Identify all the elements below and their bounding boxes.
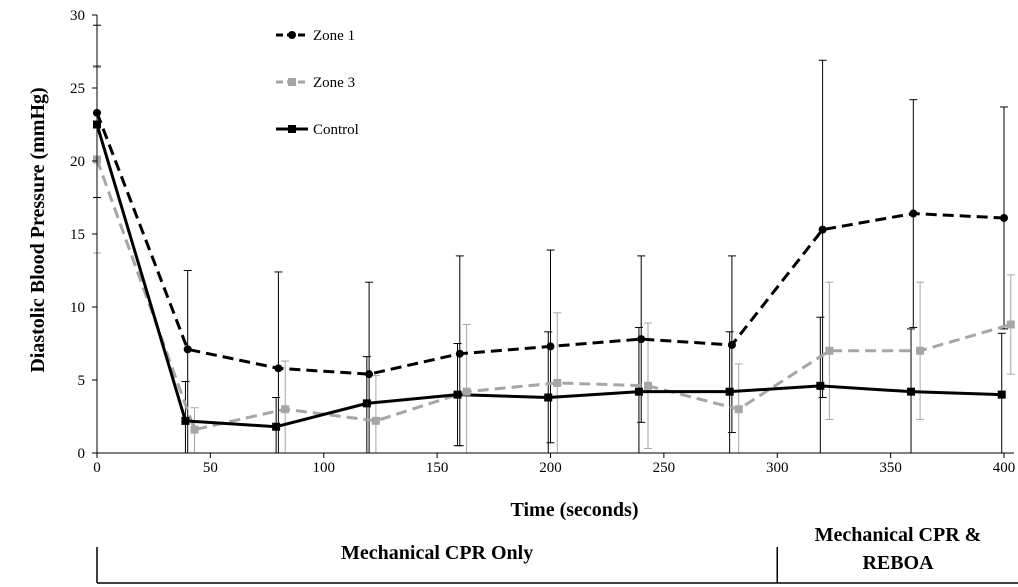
data-point-zone-1 <box>909 209 918 218</box>
y-axis-title: Diastolic Blood Pressure (mmHg) <box>27 87 49 372</box>
phase-label-line-1: Mechanical CPR & <box>815 524 982 546</box>
data-point-zone-1 <box>365 370 374 379</box>
legend-label: Control <box>313 122 359 138</box>
data-point-control <box>362 399 371 408</box>
data-point-zone-1 <box>274 364 283 373</box>
phase-label-cpr-reboa: Mechanical CPR & REBOA <box>815 524 982 574</box>
data-point-control <box>453 390 462 399</box>
x-tick-label: 50 <box>203 460 218 476</box>
phase-label-cpr-only: Mechanical CPR Only <box>341 542 533 564</box>
data-point-zone-1 <box>455 349 464 358</box>
x-axis-title: Time (seconds) <box>511 499 639 521</box>
data-point-zone-3 <box>734 405 743 414</box>
x-tick-label: 300 <box>766 460 789 476</box>
data-point-control <box>997 390 1006 399</box>
y-tick-label: 25 <box>70 81 85 97</box>
y-tick-label: 20 <box>70 154 85 170</box>
legend-label: Zone 1 <box>313 28 355 44</box>
data-point-zone-1 <box>637 335 646 344</box>
data-point-zone-3 <box>462 387 471 396</box>
data-point-zone-1 <box>183 345 192 354</box>
legend-marker <box>288 78 296 86</box>
y-tick-label: 10 <box>70 300 85 316</box>
data-point-control <box>181 416 190 425</box>
data-point-zone-3 <box>553 378 562 387</box>
legend: Zone 1 Zone 3 Control <box>276 28 359 138</box>
x-tick-label: 400 <box>993 460 1016 476</box>
legend-marker <box>288 31 296 39</box>
data-point-zone-3 <box>644 381 653 390</box>
data-point-zone-1 <box>546 342 555 351</box>
x-tick-label: 0 <box>93 460 101 476</box>
data-point-zone-3 <box>190 425 199 434</box>
x-tick-label: 100 <box>313 460 336 476</box>
legend-marker <box>288 125 296 133</box>
data-point-control <box>634 387 643 396</box>
x-tick-label: 200 <box>539 460 562 476</box>
series-line-zone-3 <box>95 159 1012 432</box>
data-point-control <box>907 387 916 396</box>
y-tick-label: 5 <box>78 373 86 389</box>
x-tick-label: 150 <box>426 460 449 476</box>
data-point-control <box>725 387 734 396</box>
data-point-control <box>272 422 281 431</box>
x-tick-label: 350 <box>879 460 902 476</box>
data-point-zone-3 <box>281 405 290 414</box>
y-tick-label: 0 <box>78 446 86 462</box>
series-markers <box>93 108 1015 434</box>
phase-annotations: Mechanical CPR Only Mechanical CPR & REBOA <box>96 524 1018 584</box>
phase-label-line-2: REBOA <box>862 552 934 574</box>
y-tick-label: 15 <box>70 227 85 243</box>
data-point-zone-1 <box>818 225 827 234</box>
data-point-zone-3 <box>371 416 380 425</box>
series-line-control <box>95 124 1002 429</box>
data-point-zone-3 <box>1006 320 1015 329</box>
data-point-control <box>544 393 553 402</box>
y-tick-label: 30 <box>70 8 85 24</box>
data-point-zone-1 <box>1000 213 1008 222</box>
legend-label: Zone 3 <box>313 75 355 91</box>
x-tick-label: 250 <box>653 460 676 476</box>
data-point-zone-3 <box>916 346 925 355</box>
data-point-zone-3 <box>825 346 834 355</box>
data-point-control <box>816 381 825 390</box>
data-point-zone-1 <box>727 340 736 349</box>
